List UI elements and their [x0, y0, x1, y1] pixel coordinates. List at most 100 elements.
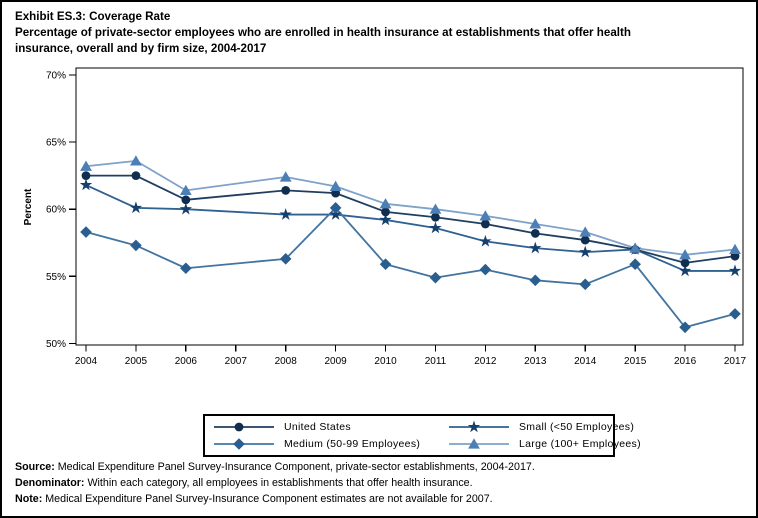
legend-label: Large (100+ Employees) — [519, 437, 641, 450]
data-point-circle-2006 — [181, 195, 191, 205]
data-point-star-2010 — [379, 213, 392, 226]
note-text: Medical Expenditure Panel Survey-Insuran… — [42, 492, 493, 505]
x-tick-label: 2004 — [75, 356, 98, 367]
data-point-triangle-2004 — [80, 160, 92, 171]
x-tick-label: 2008 — [275, 356, 298, 367]
y-tick-label: 65% — [46, 138, 66, 149]
note-label: Note: — [15, 492, 43, 505]
data-point-circle-2016 — [680, 258, 690, 268]
source-note: Source: Medical Expenditure Panel Survey… — [15, 460, 535, 476]
data-point-triangle-2009 — [329, 180, 342, 191]
y-tick-label: 70% — [46, 71, 66, 82]
data-point-diamond-2015 — [629, 258, 641, 271]
denominator-label: Denominator: — [15, 476, 85, 489]
data-point-star-2008 — [279, 208, 292, 220]
x-tick-label: 2009 — [324, 356, 347, 367]
data-point-triangle-2010 — [379, 198, 392, 209]
legend-label: United States — [284, 420, 351, 433]
data-point-triangle-2014 — [579, 226, 592, 237]
y-tick-label: 55% — [46, 272, 66, 283]
data-point-diamond-2004 — [80, 226, 92, 238]
data-point-star-2012 — [479, 234, 492, 247]
legend-item-small-firms: Small (<50 Employees) — [448, 418, 641, 435]
legend-item-united-states: United States — [213, 418, 448, 435]
x-tick-label: 2006 — [175, 356, 198, 367]
data-point-diamond-2008 — [279, 253, 292, 265]
chart-legend: United States Small (<50 Employees) Medi… — [203, 414, 641, 457]
x-tick-label: 2015 — [624, 356, 647, 367]
exhibit-subtitle-line1: Percentage of private-sector employees w… — [15, 26, 631, 39]
x-tick-label: 2012 — [474, 356, 497, 367]
data-point-triangle-2006 — [179, 184, 192, 196]
source-label: Source: — [15, 461, 55, 473]
data-point-circle-2008 — [281, 186, 291, 195]
y-tick-label: 60% — [46, 205, 66, 216]
legend-glyph-circle — [234, 422, 244, 431]
x-tick-label: 2010 — [374, 356, 397, 367]
data-point-star-2004 — [79, 178, 93, 191]
data-point-star-2013 — [529, 241, 542, 254]
data-point-triangle-2012 — [479, 210, 492, 221]
data-point-triangle-2015 — [629, 242, 642, 253]
x-tick-label: 2007 — [225, 356, 248, 367]
data-point-diamond-2006 — [180, 262, 192, 275]
data-point-circle-2010 — [381, 207, 390, 217]
data-point-triangle-2016 — [679, 249, 691, 260]
data-point-star-2009 — [329, 208, 342, 220]
data-point-diamond-2014 — [579, 278, 592, 291]
x-tick-label: 2013 — [524, 356, 547, 367]
data-point-circle-2005 — [131, 171, 141, 181]
data-point-diamond-2013 — [529, 274, 542, 287]
legend-glyph-diamond — [233, 437, 245, 450]
data-point-triangle-2017 — [729, 243, 741, 255]
legend-label: Medium (50-99 Employees) — [284, 437, 421, 450]
source-text: Medical Expenditure Panel Survey-Insuran… — [54, 461, 535, 473]
legend-label: Small (<50 Employees) — [519, 420, 635, 433]
exhibit-title: Exhibit ES.3: Coverage Rate — [15, 10, 171, 23]
exhibit-subtitle-line2: insurance, overall and by firm size, 200… — [15, 42, 267, 55]
data-point-diamond-2011 — [429, 271, 442, 284]
data-point-diamond-2017 — [729, 308, 741, 320]
availability-note: Note: Medical Expenditure Panel Survey-I… — [15, 492, 535, 508]
x-tick-label: 2017 — [724, 356, 747, 367]
data-point-triangle-2005 — [130, 155, 142, 166]
y-tick-label: 50% — [46, 339, 66, 350]
legend-marker-triangle-icon — [449, 437, 509, 449]
denominator-note: Denominator: Within each category, all e… — [15, 476, 535, 492]
coverage-rate-line-chart: 50% 55% 60% 65% 70% 2004 2005 2006 2007 2008 2009 2… — [46, 67, 747, 367]
x-tick-label: 2014 — [574, 356, 597, 367]
data-point-diamond-2005 — [130, 239, 142, 252]
legend-marker-diamond-icon — [214, 437, 274, 450]
data-point-star-2017 — [728, 264, 742, 277]
legend-item-medium-firms: Medium (50-99 Employees) — [213, 435, 448, 452]
legend-marker-star-icon — [449, 420, 509, 432]
legend-marker-circle-icon — [214, 422, 274, 431]
data-point-star-2005 — [129, 201, 143, 214]
x-tick-label: 2016 — [674, 356, 697, 367]
x-tick-label: 2005 — [125, 356, 148, 367]
legend-glyph-triangle — [468, 437, 480, 449]
data-point-circle-2013 — [530, 228, 540, 238]
data-point-circle-2014 — [580, 235, 590, 245]
data-point-triangle-2011 — [429, 203, 442, 214]
denominator-text: Within each category, all employees in e… — [84, 476, 473, 489]
data-point-star-2014 — [579, 245, 592, 258]
legend-glyph-star — [467, 420, 481, 432]
legend-item-large-firms: Large (100+ Employees) — [448, 435, 641, 452]
data-point-triangle-2013 — [529, 218, 542, 229]
data-point-diamond-2009 — [329, 202, 342, 214]
data-point-diamond-2016 — [679, 321, 691, 334]
data-point-star-2016 — [678, 264, 692, 277]
exhibit-heading: Exhibit ES.3: Coverage Rate Percentage o… — [15, 9, 631, 57]
data-point-star-2006 — [179, 202, 193, 215]
data-point-diamond-2010 — [379, 258, 392, 271]
data-point-star-2011 — [429, 221, 442, 234]
x-tick-label: 2011 — [425, 356, 447, 367]
data-point-circle-2011 — [431, 212, 440, 222]
data-point-diamond-2012 — [479, 263, 492, 276]
footnotes: Source: Medical Expenditure Panel Survey… — [15, 460, 535, 507]
plot-frame — [75, 67, 744, 346]
data-point-circle-2012 — [480, 219, 490, 229]
data-point-circle-2004 — [81, 171, 91, 181]
